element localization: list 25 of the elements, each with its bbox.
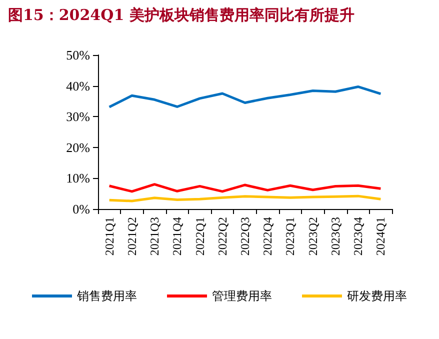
legend-label: 研发费用率 <box>347 289 407 303</box>
y-tick-label: 10% <box>66 170 90 186</box>
legend-label: 销售费用率 <box>76 289 137 303</box>
x-tick-label: 2021Q1 <box>102 217 116 256</box>
x-tick-label: 2022Q1 <box>192 217 207 256</box>
x-tick-label: 2023Q2 <box>306 217 320 256</box>
x-tick-label: 2023Q4 <box>351 217 366 256</box>
line-series <box>108 85 382 108</box>
legend-label: 管理费用率 <box>212 289 272 303</box>
x-tick-label: 2023Q1 <box>283 217 298 256</box>
chart-title: 图15：2024Q1 美护板块销售费用率同比有所提升 <box>8 6 354 25</box>
line-series <box>108 183 382 193</box>
x-tick-label: 2021Q2 <box>124 217 139 256</box>
y-tick-label: 0% <box>72 202 90 216</box>
y-tick-label: 30% <box>66 109 90 124</box>
x-tick-label: 2021Q4 <box>170 217 184 256</box>
x-tick-label: 2022Q2 <box>215 217 230 256</box>
x-tick-label: 2022Q3 <box>238 217 252 256</box>
y-tick-label: 50% <box>66 48 90 62</box>
x-tick-label: 2021Q3 <box>148 217 162 256</box>
x-tick-label: 2022Q4 <box>260 217 275 256</box>
x-tick-label: 2023Q3 <box>328 217 342 256</box>
y-tick-label: 20% <box>66 140 90 155</box>
y-tick-label: 40% <box>66 78 90 94</box>
x-tick-label: 2024Q1 <box>374 217 388 256</box>
